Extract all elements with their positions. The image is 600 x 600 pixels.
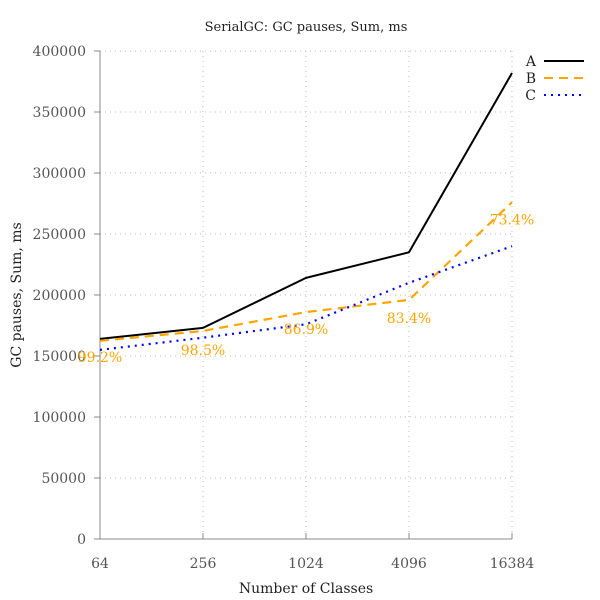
data-label: 98.5%: [181, 343, 225, 359]
y-tick-label: 100000: [33, 410, 86, 426]
y-tick-label: 350000: [33, 105, 86, 121]
y-tick-label: 150000: [33, 349, 86, 365]
x-tick-label: 1024: [288, 556, 324, 572]
legend-label: C: [525, 88, 536, 104]
chart-title: SerialGC: GC pauses, Sum, ms: [205, 20, 408, 35]
y-tick-label: 200000: [33, 288, 86, 304]
data-label: 73.4%: [490, 212, 534, 228]
y-tick-label: 250000: [33, 227, 86, 243]
data-label: 99.2%: [78, 350, 122, 366]
x-tick-label: 16384: [490, 556, 535, 572]
y-ticks: 0 50000 100000 150000 200000 250000 300000 3500…: [33, 44, 100, 548]
legend: ABC: [525, 54, 584, 104]
y-tick-label: 50000: [41, 471, 86, 487]
series: [99, 72, 513, 351]
x-tick-label: 256: [190, 556, 217, 572]
data-label: 86.9%: [284, 322, 328, 338]
x-tick-label: 4096: [391, 556, 427, 572]
x-axis-label: Number of Classes: [239, 581, 373, 597]
y-tick-label: 0: [77, 532, 86, 548]
y-tick-label: 400000: [33, 44, 86, 60]
x-ticks: 64 256 1024 4096 16384: [91, 533, 534, 572]
y-axis-label: GC pauses, Sum, ms: [9, 222, 25, 367]
grid: [100, 50, 513, 539]
series-line-a: [99, 72, 513, 340]
legend-label: A: [525, 54, 537, 70]
legend-label: B: [526, 71, 536, 87]
data-labels: 99.2% 98.5% 86.9% 83.4% 73.4%: [78, 212, 534, 366]
series-line-b: [99, 201, 513, 342]
data-label: 83.4%: [387, 311, 431, 327]
x-tick-label: 64: [91, 556, 109, 572]
y-tick-label: 300000: [33, 166, 86, 182]
